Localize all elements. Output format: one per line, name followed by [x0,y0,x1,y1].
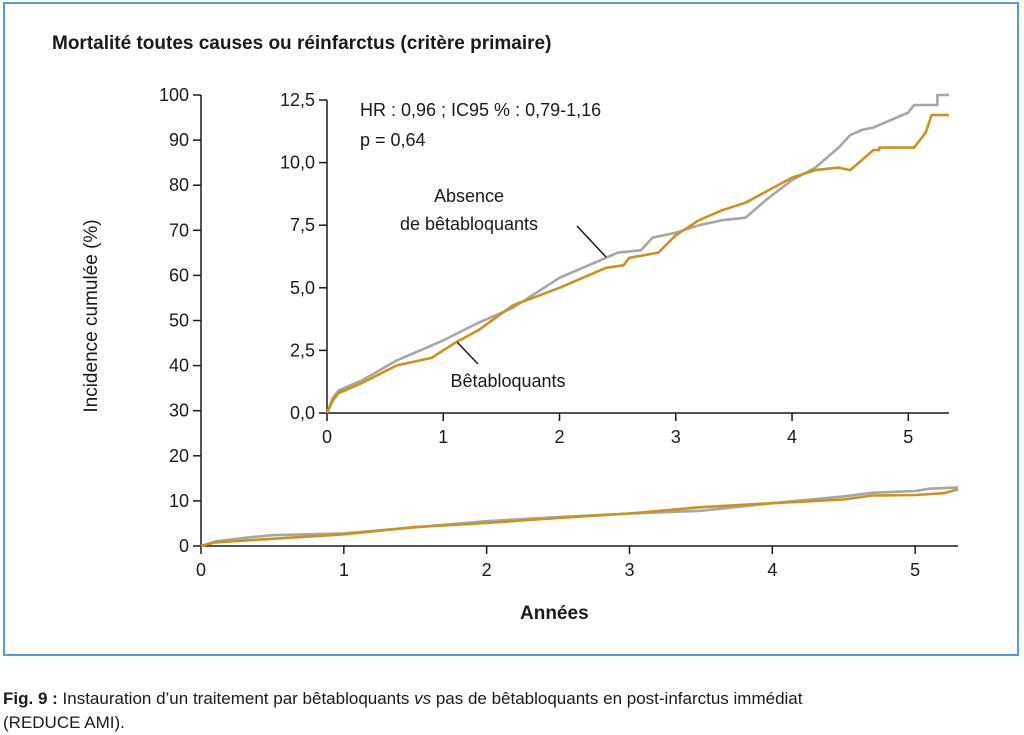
main-x-tick-label: 4 [767,560,777,580]
inset-x-tick-label: 3 [671,427,681,447]
inset-x-tick-label: 0 [322,427,332,447]
series-leader-absence [576,225,607,258]
main-y-tick-label: 80 [169,175,189,195]
main-y-tick-label: 50 [169,311,189,331]
main-y-tick-label: 100 [159,85,189,105]
main-y-tick-label: 20 [169,446,189,466]
inset-y-tick-label: 10,0 [280,153,315,173]
main-x-tick-label: 0 [196,560,206,580]
inset-y-tick-label: 7,5 [290,215,315,235]
inset-x-tick-label: 5 [903,427,913,447]
inset-series-absence [325,93,949,414]
inset-x-tick-label: 1 [438,427,448,447]
inset-y-tick-label: 12,5 [280,90,315,110]
figure-frame [3,2,1019,656]
inset-y-tick-label: 5,0 [290,278,315,298]
series-label-absence: de bêtabloquants [400,214,538,234]
main-series-betabloquants [200,487,959,548]
main-y-tick-label: 70 [169,220,189,240]
series-label-betabloquants: Bêtabloquants [450,371,565,391]
inset-stat-annotation: HR : 0,96 ; IC95 % : 0,79-1,16 [360,100,601,120]
inset-x-tick-label: 2 [555,427,565,447]
figure-caption: Fig. 9 : Instauration d’un traitement pa… [3,687,1023,735]
chart-title: Mortalité toutes causes ou réinfarctus (… [52,33,552,54]
series-leader-betabloquants [456,341,479,365]
main-y-tick-label: 10 [169,491,189,511]
main-y-tick-label: 30 [169,401,189,421]
series-label-absence: Absence [434,186,504,206]
caption-text: Instauration d’un traitement par bêtablo… [62,689,415,708]
main-x-tick-label: 2 [482,560,492,580]
main-y-tick-label: 60 [169,265,189,285]
main-y-tick-label: 90 [169,130,189,150]
inset-y-tick-label: 0,0 [290,403,315,423]
inset-series-betabloquants [325,113,949,414]
main-y-tick-label: 0 [179,536,189,556]
inset-y-tick-label: 2,5 [290,340,315,360]
main-x-tick-label: 3 [624,560,634,580]
main-x-tick-label: 1 [339,560,349,580]
caption-italic: vs [414,689,432,708]
main-x-tick-label: 5 [910,560,920,580]
inset-x-tick-label: 4 [787,427,797,447]
caption-label: Fig. 9 : [3,689,58,708]
x-axis-label: Années [520,603,589,624]
caption-text-end: pas de bêtabloquants en post-infarctus i… [431,689,803,708]
main-y-tick-label: 40 [169,356,189,376]
caption-line2: (REDUCE AMI). [3,713,125,732]
inset-stat-annotation: p = 0,64 [360,130,426,150]
